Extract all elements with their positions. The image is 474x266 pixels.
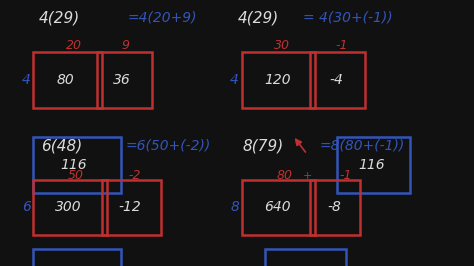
Text: -1: -1 — [335, 39, 347, 52]
Text: 4(29): 4(29) — [237, 11, 279, 26]
Text: 20: 20 — [65, 39, 82, 52]
Text: 300: 300 — [55, 201, 82, 214]
Text: 6(48): 6(48) — [41, 138, 82, 153]
Text: 8: 8 — [230, 201, 239, 214]
Text: 4: 4 — [230, 73, 239, 87]
Text: 4: 4 — [22, 73, 30, 87]
Text: =6(50+(-2)): =6(50+(-2)) — [126, 138, 211, 152]
Text: = 4(30+(-1)): = 4(30+(-1)) — [303, 11, 393, 25]
Text: -8: -8 — [327, 201, 341, 214]
Text: 120: 120 — [264, 73, 291, 87]
Text: +: + — [302, 171, 312, 181]
Text: -1: -1 — [340, 169, 352, 182]
Text: 30: 30 — [274, 39, 290, 52]
Text: 50: 50 — [68, 169, 84, 182]
Text: 8(79): 8(79) — [242, 138, 284, 153]
Text: -4: -4 — [329, 73, 344, 87]
Text: 640: 640 — [264, 201, 291, 214]
Text: 36: 36 — [113, 73, 131, 87]
Text: 80: 80 — [56, 73, 74, 87]
Text: -12: -12 — [118, 201, 141, 214]
Text: 116: 116 — [359, 158, 385, 172]
Text: 6: 6 — [22, 201, 30, 214]
Text: =4(20+9): =4(20+9) — [128, 11, 198, 25]
Text: 116: 116 — [60, 158, 87, 172]
Text: =8(80+(-1)): =8(80+(-1)) — [320, 138, 405, 152]
Text: 80: 80 — [276, 169, 292, 182]
Text: 9: 9 — [122, 39, 129, 52]
Text: 4(29): 4(29) — [38, 11, 80, 26]
Text: -2: -2 — [129, 169, 141, 182]
